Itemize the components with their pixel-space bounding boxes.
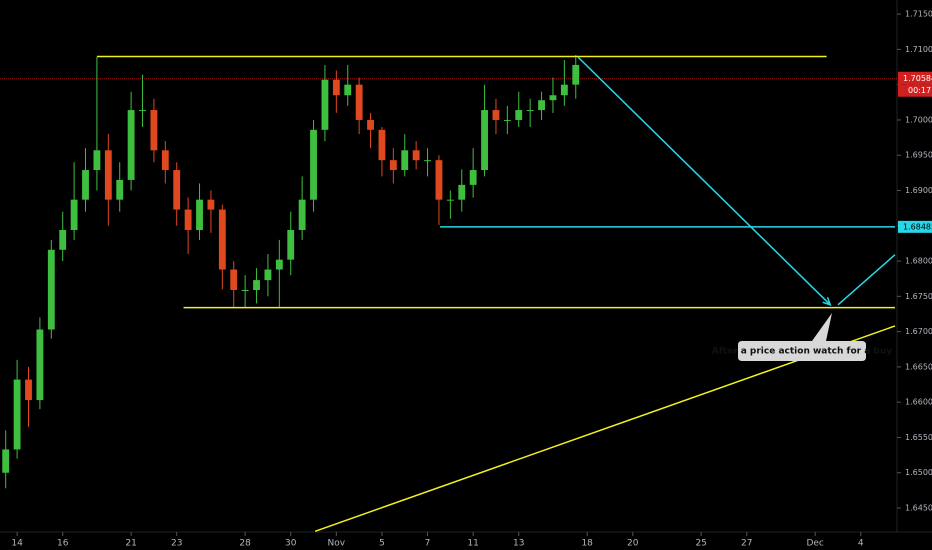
callout-box: [738, 313, 866, 361]
candle-body: [36, 329, 44, 401]
candle-body: [70, 199, 78, 231]
current-price-label: 1.70584: [903, 74, 932, 83]
level-label: 1.68485: [903, 222, 932, 231]
y-tick-label: 1.70000: [905, 115, 932, 124]
x-tick-label: Nov: [328, 539, 346, 549]
candle-body: [264, 269, 272, 281]
candle-body: [321, 79, 329, 130]
candle-body: [116, 179, 124, 200]
x-tick-label: 11: [467, 539, 478, 549]
candle-body: [469, 170, 477, 185]
candle-body: [173, 170, 181, 210]
candle-body: [207, 199, 215, 210]
level-tag: [898, 220, 932, 233]
callout-text: After a price action watch for a buy: [712, 347, 892, 357]
candle-body: [59, 230, 67, 250]
y-tick-label: 1.69000: [905, 186, 932, 195]
candle-body: [515, 110, 523, 120]
candle-body: [446, 199, 454, 201]
candle-body: [492, 110, 500, 120]
candle-body: [549, 95, 557, 101]
x-tick-label: 18: [581, 539, 593, 549]
candle-body: [287, 230, 295, 260]
candle-body: [139, 110, 146, 112]
candle-body: [230, 269, 238, 290]
y-tick-label: 1.66000: [905, 398, 932, 407]
y-tick-label: 1.67500: [905, 292, 932, 301]
y-tick-label: 1.66500: [905, 362, 932, 371]
candle-body: [184, 209, 192, 231]
candle-body: [332, 79, 340, 96]
candle-body: [560, 84, 568, 96]
candle-body: [253, 280, 260, 290]
x-tick-label: Dec: [806, 539, 823, 549]
x-tick-label: 14: [11, 539, 23, 549]
candle-body: [82, 170, 89, 200]
candle-body: [161, 150, 169, 171]
candle-body: [104, 150, 112, 200]
current-price-tag: [898, 71, 932, 85]
x-tick-label: 4: [858, 539, 864, 549]
candle-body: [367, 119, 374, 130]
candle-body: [378, 129, 386, 161]
candle-body: [2, 449, 10, 473]
x-tick-label: 27: [741, 539, 752, 549]
x-tick-label: 25: [695, 539, 706, 549]
x-tick-label: 21: [125, 539, 136, 549]
countdown-label: 00:17: [908, 86, 931, 95]
x-tick-label: 16: [57, 539, 69, 549]
x-tick-label: 23: [171, 539, 182, 549]
candle-body: [412, 150, 420, 161]
candle-body: [310, 129, 317, 200]
candle-body: [13, 379, 21, 450]
candle-body: [389, 160, 397, 171]
candle-body: [218, 209, 226, 270]
candle-body: [241, 289, 249, 291]
candle-body: [572, 64, 580, 85]
candle-body: [127, 110, 135, 180]
y-tick-label: 1.65500: [905, 433, 932, 442]
candle-body: [526, 110, 534, 112]
callout: After a price action watch for a buy: [712, 313, 892, 361]
candle-body: [298, 199, 306, 231]
y-tick-label: 1.67000: [905, 327, 932, 336]
y-tick-label: 1.71500: [905, 10, 932, 19]
candle-body: [93, 150, 101, 171]
x-tick-label: 20: [627, 539, 639, 549]
candle-body: [344, 84, 352, 96]
y-tick-label: 1.69500: [905, 151, 932, 160]
y-tick-label: 1.68000: [905, 257, 932, 266]
candle-body: [25, 379, 32, 401]
candle-body: [355, 84, 363, 120]
candle-body: [424, 160, 431, 162]
x-tick-label: 13: [513, 539, 524, 549]
arrow-head: [822, 297, 832, 307]
drawing-line: [577, 56, 831, 306]
countdown-tag: [898, 84, 932, 97]
x-tick-label: 30: [285, 539, 297, 549]
x-tick-label: 7: [425, 539, 431, 549]
y-tick-label: 1.65000: [905, 468, 932, 477]
y-tick-label: 1.71000: [905, 45, 932, 54]
candle-body: [435, 160, 443, 200]
candle-body: [503, 119, 511, 121]
y-tick-label: 1.64500: [905, 504, 932, 513]
candle-body: [401, 150, 409, 171]
candle-body: [47, 249, 55, 330]
candle-body: [196, 199, 203, 231]
candle-body: [150, 110, 158, 151]
candle-body: [275, 259, 283, 270]
drawing-line: [837, 254, 896, 306]
x-tick-label: 28: [239, 539, 251, 549]
candle-body: [458, 184, 466, 200]
x-tick-label: 5: [379, 539, 385, 549]
candle-body: [538, 100, 545, 111]
candle-body: [481, 110, 488, 171]
